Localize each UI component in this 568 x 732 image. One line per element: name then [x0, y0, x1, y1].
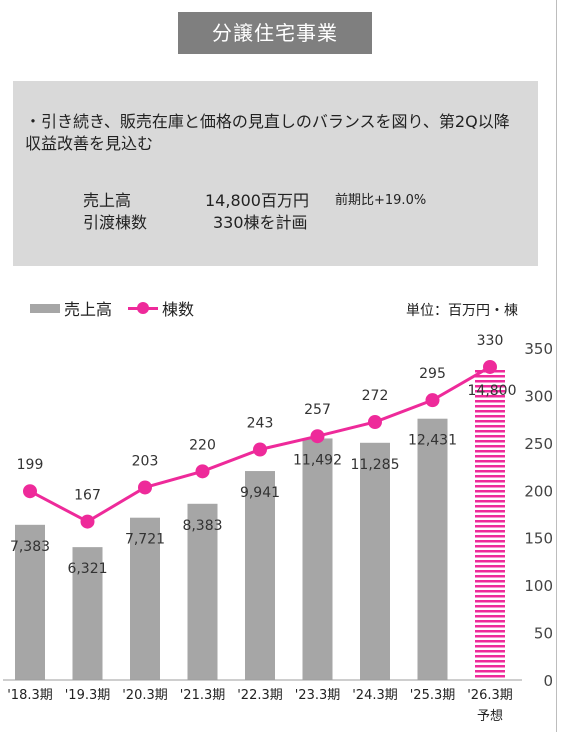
- units-point: [23, 484, 37, 499]
- summary-lead: ・引き続き、販売在庫と価格の見直しのバランスを図り、第2Q以降収益改善を見込む: [25, 112, 510, 153]
- x-tick-label: '22.3期: [237, 688, 283, 703]
- bar-value-label: 11,285: [351, 457, 400, 473]
- page-title: 分譲住宅事業: [178, 12, 372, 54]
- x-tick-label: '23.3期: [295, 688, 341, 703]
- bar: [417, 418, 448, 680]
- bar-value-label: 11,492: [293, 452, 342, 468]
- bar: [130, 517, 160, 680]
- units-value-label: 243: [247, 415, 274, 431]
- x-tick-label: '19.3期: [65, 688, 111, 703]
- right-axis-tick: 100: [524, 577, 553, 595]
- units-point: [483, 359, 497, 374]
- bar-value-label: 7,383: [10, 539, 50, 555]
- units-value-label: 295: [419, 366, 446, 382]
- right-axis-tick: 0: [543, 672, 553, 690]
- bar-value-label: 14,800: [468, 383, 517, 399]
- summary-box: ・引き続き、販売在庫と価格の見直しのバランスを図り、第2Q以降収益改善を見込む …: [13, 81, 538, 266]
- units-point: [368, 414, 382, 429]
- units-value-label: 167: [74, 488, 101, 504]
- x-tick-label: '25.3期: [410, 688, 456, 703]
- x-tick-label: '26.3期: [467, 688, 513, 703]
- units-label: 引渡棟数: [83, 213, 148, 232]
- legend-line-swatch: [128, 301, 159, 314]
- units-value-label: 220: [189, 437, 216, 453]
- right-axis-tick: 350: [524, 340, 553, 358]
- units-point: [425, 393, 440, 408]
- bar-forecast: [475, 368, 505, 680]
- bar-value-label: 8,383: [182, 518, 222, 534]
- units-point: [310, 429, 325, 444]
- chart-legend: 売上高 棟数: [30, 296, 194, 320]
- legend-line-label: 棟数: [162, 300, 195, 319]
- x-tick-label: '20.3期: [122, 688, 168, 703]
- bar: [15, 524, 45, 680]
- units-point: [253, 442, 267, 457]
- units-value-label: 272: [362, 388, 389, 404]
- sales-value: 14,800百万円: [205, 191, 309, 210]
- right-axis-tick: 50: [534, 625, 553, 643]
- units-point: [138, 480, 152, 495]
- right-axis-tick: 200: [524, 482, 553, 500]
- bar-value-label: 6,321: [67, 561, 107, 577]
- unit-label: 単位：百万円・棟: [406, 303, 518, 319]
- bar: [72, 547, 103, 680]
- right-axis-tick: 250: [524, 435, 553, 453]
- units-value-label: 203: [132, 453, 159, 469]
- right-axis-tick: 300: [524, 387, 553, 405]
- right-axis-tick: 150: [524, 530, 553, 548]
- units-value-label: 330: [477, 333, 504, 349]
- bar: [187, 503, 218, 680]
- sales-note: 前期比+19.0%: [335, 193, 427, 208]
- bar: [302, 438, 333, 680]
- bar-value-label: 9,941: [240, 485, 280, 501]
- units-point: [195, 464, 210, 479]
- bar: [360, 442, 390, 680]
- x-tick-note: 予想: [477, 708, 503, 724]
- right-rule: [556, 0, 557, 732]
- x-tick-label: '21.3期: [180, 688, 226, 703]
- legend-bar-swatch: [30, 303, 60, 313]
- units-point: [80, 514, 95, 529]
- bar: [245, 471, 275, 680]
- bar-value-label: 12,431: [408, 433, 457, 449]
- units-value-label: 257: [304, 402, 331, 418]
- x-tick-label: '24.3期: [352, 688, 398, 703]
- x-tick-label: '18.3期: [7, 688, 53, 703]
- sales-label: 売上高: [83, 191, 132, 210]
- units-value-label: 199: [17, 457, 44, 473]
- legend-bar-label: 売上高: [64, 300, 113, 319]
- bar-value-label: 7,721: [125, 532, 165, 548]
- units-value: 330棟を計画: [213, 213, 308, 232]
